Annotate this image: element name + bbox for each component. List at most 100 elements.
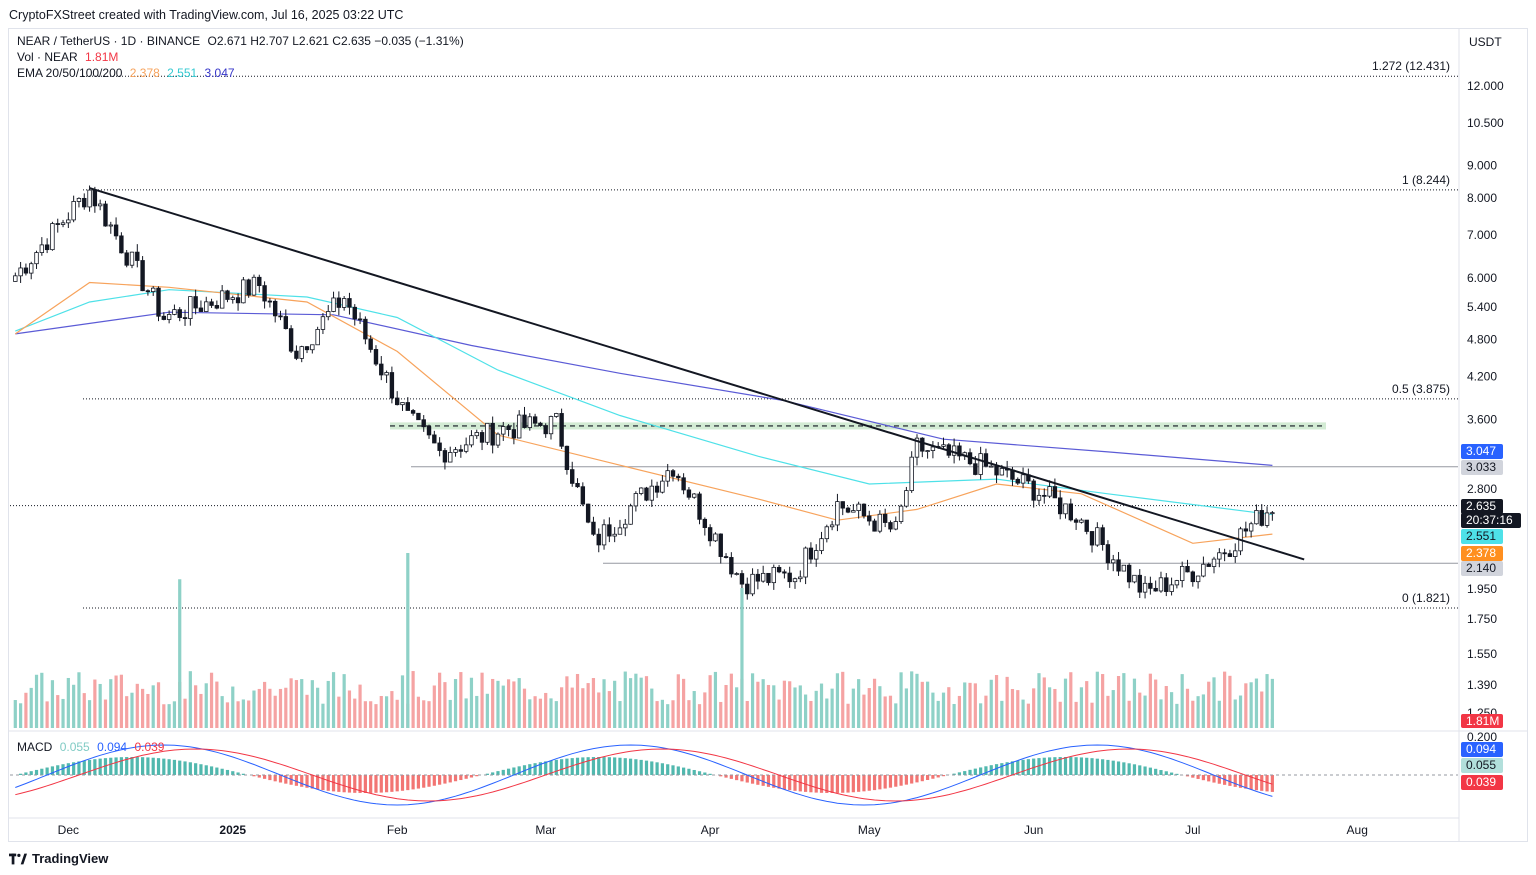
volume-bar: [310, 680, 314, 728]
volume-bar: [438, 672, 442, 728]
macd-hist-bar: [920, 775, 924, 782]
quote-currency-label: USDT: [1469, 35, 1502, 49]
ema-legend[interactable]: EMA 20/50/100/200 2.378 2.551 3.047: [17, 66, 239, 80]
candle-body: [882, 513, 888, 523]
candle-body: [1084, 519, 1089, 532]
volume-bar: [952, 703, 956, 728]
candle-body: [1031, 480, 1036, 501]
candle-body: [994, 465, 999, 476]
candle-body: [97, 203, 103, 207]
macd-legend[interactable]: MACD 0.055 0.094 0.039: [17, 740, 168, 754]
volume-bar: [735, 687, 739, 728]
candle-body: [129, 251, 135, 266]
candle-body: [410, 410, 416, 414]
price-tick-label: 2.800: [1467, 482, 1497, 496]
ohlc-values: O2.671 H2.707 L2.621 C2.635 −0.035 (−1.3…: [207, 34, 464, 48]
macd-hist-bar: [1207, 775, 1211, 782]
macd-hist-bar: [50, 766, 55, 775]
price-tick-label: 5.400: [1467, 300, 1497, 314]
volume-bar: [628, 678, 633, 728]
volume-bar: [671, 700, 675, 728]
candle-body: [538, 422, 543, 426]
macd-hist-bar: [1228, 775, 1232, 786]
candle-body: [257, 276, 262, 287]
ema50-line: [15, 289, 1273, 516]
candle-body: [782, 571, 787, 574]
volume-bar: [941, 692, 946, 728]
macd-hist-bar: [979, 767, 983, 775]
price-tick-label: 3.600: [1467, 412, 1497, 426]
volume-bar: [581, 688, 585, 728]
volume-badge-label: 1.81M: [1466, 714, 1499, 728]
candle-body: [814, 550, 819, 560]
volume-bar: [682, 678, 686, 728]
volume-bar: [188, 671, 192, 728]
candle-body: [755, 573, 761, 582]
candle-body: [1089, 531, 1095, 546]
volume-legend[interactable]: Vol · NEAR 1.81M: [17, 50, 122, 64]
candle-body: [103, 203, 108, 227]
macd-hist-bar: [183, 761, 187, 775]
macd-hist-bar: [321, 775, 325, 791]
candle-body: [204, 301, 209, 312]
candle-body: [1105, 544, 1111, 564]
volume-bar: [544, 692, 548, 728]
candle-body: [87, 189, 92, 208]
macd-hist-bar: [517, 766, 521, 775]
macd-hist-bar: [634, 759, 638, 775]
time-tick-label: May: [858, 823, 881, 837]
candle-body: [1068, 503, 1074, 521]
candle-body: [188, 296, 193, 319]
macd-hist-bar: [29, 771, 33, 775]
candle-body: [803, 547, 808, 578]
macd-hist-bar: [575, 757, 580, 775]
macd-hist-bar: [438, 775, 442, 785]
candle-body: [1217, 552, 1222, 560]
macd-hist-bar: [1254, 775, 1259, 791]
macd-hist-bar: [384, 775, 389, 793]
candle-body: [829, 524, 835, 528]
volume-bar: [172, 701, 177, 728]
volume-bar: [199, 693, 203, 728]
volume-bar: [1116, 675, 1121, 728]
candle-body: [983, 453, 989, 467]
macd-badge-label: 0.055: [1466, 758, 1496, 772]
macd-hist-bar: [676, 766, 680, 775]
volume-bar: [77, 672, 81, 728]
symbol-legend[interactable]: NEAR / TetherUS · 1D · BINANCE O2.671 H2…: [17, 34, 468, 48]
macd-hist-bar: [931, 775, 935, 779]
price-tick-label: 6.000: [1467, 271, 1497, 285]
macd-hist-bar: [1212, 775, 1216, 783]
volume-bar: [936, 700, 940, 728]
candle-body: [44, 244, 50, 251]
macd-hist-bar: [1132, 764, 1137, 775]
volume-bar: [87, 700, 92, 728]
volume-bar: [979, 703, 983, 728]
macd-hist-bar: [841, 775, 845, 793]
volume-bar: [862, 694, 866, 728]
candle-body: [1201, 563, 1206, 577]
volume-bar: [1270, 678, 1274, 728]
candle-body: [707, 527, 713, 542]
macd-badge: [1461, 758, 1503, 773]
candle-body: [575, 482, 580, 488]
volume-bar: [326, 680, 330, 728]
price-tick-label: 1.750: [1467, 612, 1497, 626]
macd-hist-bar: [411, 775, 415, 790]
macd-hist-bar: [1270, 775, 1274, 792]
candle-body: [686, 489, 692, 498]
macd-hist-bar: [485, 773, 489, 775]
volume-bar: [395, 699, 399, 728]
candle-body: [1047, 486, 1052, 497]
candle-body: [34, 252, 39, 265]
price-badge-label: 2.378: [1466, 546, 1496, 560]
chart-frame[interactable]: [8, 28, 1528, 842]
volume-bar: [82, 693, 86, 728]
candle-body: [262, 285, 267, 302]
candle-body: [999, 468, 1005, 476]
macd-hist-bar: [331, 775, 336, 792]
tradingview-footer[interactable]: TradingView: [9, 851, 108, 866]
macd-hist-bar: [1159, 770, 1163, 775]
candle-body: [341, 298, 347, 308]
